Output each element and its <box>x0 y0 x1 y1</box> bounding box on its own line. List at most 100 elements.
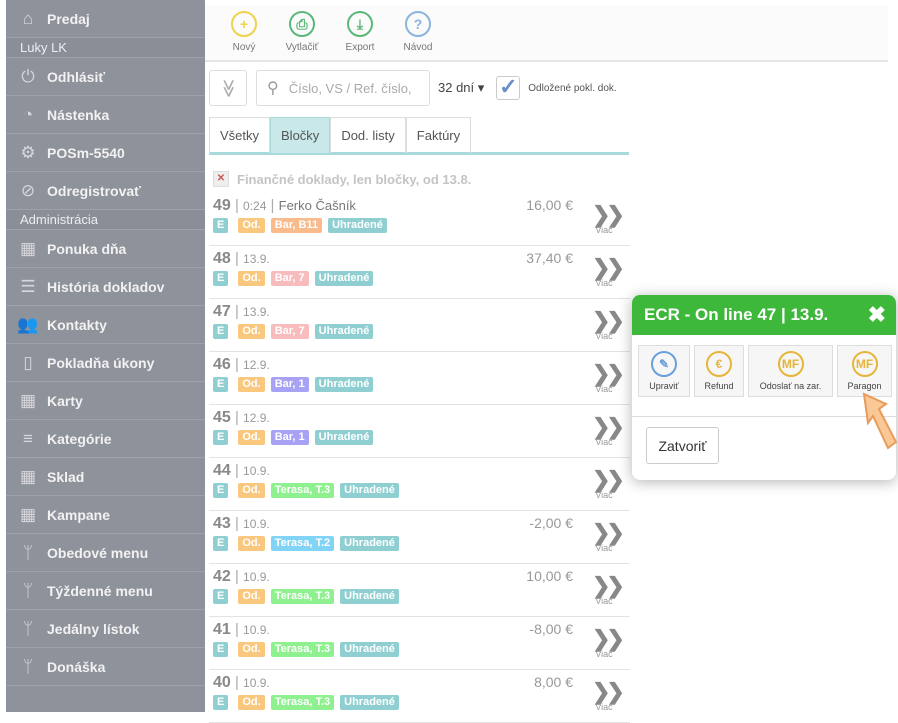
close-button[interactable]: Zatvoriť <box>646 427 719 464</box>
sidebar-item-obedove-menu[interactable]: ᛘ Obedové menu <box>6 534 205 572</box>
more-button[interactable]: ❯❯ Viac <box>592 310 625 342</box>
row-header: 45 | 12.9. <box>213 409 630 427</box>
sidebar-item-sklad[interactable]: ▦ Sklad <box>6 458 205 496</box>
modal-action-paragon[interactable]: MF Paragon <box>837 345 892 397</box>
table-row[interactable]: 49 | 0:24 | Ferko Čašník E Od. Bar, B11 Uhra… <box>209 193 630 246</box>
sidebar-item-ponuka-dna[interactable]: ▦ Ponuka dňa <box>6 230 205 268</box>
sidebar-item-jedalny-listok[interactable]: ᛘ Jedálny lístok <box>6 610 205 648</box>
tab-vsetky[interactable]: Všetky <box>209 117 271 153</box>
home-icon: ⌂ <box>22 8 34 28</box>
sidebar-item-label: Donáška <box>47 658 106 675</box>
more-button[interactable]: ❯❯ Viac <box>592 679 625 713</box>
table-row[interactable]: 43 | 10.9. E Od. Terasa, T.2 Uhradené -2,00 €… <box>209 511 630 564</box>
tab-blocky[interactable]: Bločky <box>270 117 331 153</box>
modal-actions: ✎ Upraviť € Refund MF Odoslať na zar. MF Parago… <box>632 335 896 417</box>
modal-action-label: Refund <box>704 381 734 391</box>
sidebar-item-tyzdenne-menu[interactable]: ᛘ Týždenné menu <box>6 572 205 610</box>
row-amount: -8,00 € <box>529 621 573 637</box>
row-date: 10.9. <box>243 623 270 637</box>
row-person: Ferko Čašník <box>278 198 356 213</box>
badge-od: Od. <box>238 377 265 392</box>
postponed-checkbox[interactable]: ✓ <box>496 76 521 100</box>
filter-clear-icon[interactable]: ✕ <box>213 171 229 187</box>
badge-od: Od. <box>238 271 265 286</box>
row-header: 44 | 10.9. <box>213 462 630 480</box>
more-button[interactable]: ❯❯ Viac <box>592 363 625 395</box>
more-button[interactable]: ❯❯ Viac <box>592 573 625 607</box>
more-button[interactable]: ❯❯ Viac <box>592 202 625 236</box>
tab-faktury[interactable]: Faktúry <box>405 117 472 153</box>
sidebar-item-kontakty[interactable]: 👥 Kontakty <box>6 306 205 344</box>
sidebar-item-label: Sklad <box>47 468 85 485</box>
table-row[interactable]: 41 | 10.9. E Od. Terasa, T.3 Uhradené -8,00 €… <box>209 617 630 670</box>
search-icon: ⚲ <box>267 80 279 97</box>
more-button[interactable]: ❯❯ Viac <box>592 257 625 289</box>
sidebar-item-kategorie[interactable]: ≡ Kategórie <box>6 420 205 458</box>
separator: | <box>266 197 279 214</box>
tree-icon: ≡ <box>23 428 33 448</box>
cutlery-icon: ᛘ <box>22 580 34 600</box>
printer-icon: ⎙ <box>289 11 315 37</box>
sidebar-item-label: Obedové menu <box>47 544 149 561</box>
sidebar-item-odregistrovat[interactable]: ⊘ Odregistrovať <box>6 172 205 210</box>
badge-paid: Uhradené <box>340 483 399 498</box>
badge-paid: Uhradené <box>340 536 399 551</box>
row-badges: E Od. Bar, B11 Uhradené <box>213 218 630 233</box>
gear-icon: ⚙ <box>20 142 36 162</box>
toolbar-vytlacit-button[interactable]: ⎙ Vytlačiť <box>273 5 331 60</box>
row-amount: 8,00 € <box>534 674 573 690</box>
search-input[interactable]: ⚲ Číslo, VS / Ref. číslo, <box>256 70 430 106</box>
sidebar-item-label: Odhlásiť <box>47 68 106 85</box>
sidebar-item-odhlasit[interactable]: ⏻ Odhlásiť <box>6 58 205 96</box>
badge-od: Od. <box>238 536 265 551</box>
row-amount: 10,00 € <box>526 568 573 584</box>
modal-action-upravit[interactable]: ✎ Upraviť <box>638 345 690 397</box>
table-row[interactable]: 45 | 12.9. E Od. Bar, 1 Uhradené ❯❯ Viac <box>209 405 630 458</box>
chevron-double-right-icon: ❯❯ <box>592 573 625 598</box>
row-header: 49 | 0:24 | Ferko Čašník <box>213 197 630 215</box>
table-row[interactable]: 44 | 10.9. E Od. Terasa, T.3 Uhradené ❯❯ Viac <box>209 458 630 511</box>
table-row[interactable]: 47 | 13.9. E Od. Bar, 7 Uhradené ❯❯ Viac <box>209 299 630 352</box>
toolbar-navod-button[interactable]: ? Návod <box>389 5 447 60</box>
sidebar-item-posm-5540[interactable]: ⚙ POSm-5540 <box>6 134 205 172</box>
sidebar-item-historia-dokladov[interactable]: ☰ História dokladov <box>6 268 205 306</box>
chevron-double-right-icon: ❯❯ <box>592 679 625 704</box>
days-select[interactable]: 32 dní ▾ <box>438 80 485 95</box>
row-date: 13.9. <box>243 305 270 319</box>
table-row[interactable]: 48 | 13.9. E Od. Bar, 7 Uhradené 37,40 € ❯❯ Via… <box>209 246 630 299</box>
modal-action-refund[interactable]: € Refund <box>694 345 744 397</box>
modal-action-odoslat-na-zar[interactable]: MF Odoslať na zar. <box>748 345 833 397</box>
badge-e: E <box>213 377 229 392</box>
more-button[interactable]: ❯❯ Viac <box>592 628 625 660</box>
row-date: 13.9. <box>243 252 270 266</box>
sidebar-item-label: Ponuka dňa <box>47 240 127 257</box>
sidebar-item-nastenka[interactable]: ◔ Nástenka <box>6 96 205 134</box>
row-date: 10.9. <box>243 570 270 584</box>
table-row[interactable]: 40 | 10.9. E Od. Terasa, T.3 Uhradené 8,00 € ❯… <box>209 670 630 723</box>
badge-table: Terasa, T.3 <box>270 589 335 604</box>
sidebar-item-kampane[interactable]: ▦ Kampane <box>6 496 205 534</box>
sidebar-item-karty[interactable]: ▦ Karty <box>6 382 205 420</box>
toolbar-novy-button[interactable]: + Nový <box>215 5 273 60</box>
tab-dod-listy[interactable]: Dod. listy <box>330 117 406 153</box>
more-button[interactable]: ❯❯ Viac <box>592 469 625 501</box>
more-label: Viac <box>595 702 613 712</box>
sidebar-item-donaska[interactable]: ᛘ Donáška <box>6 648 205 686</box>
filter-note: ✕ Finančné doklady, len bločky, od 13.8. <box>209 165 630 193</box>
badge-paid: Uhradené <box>314 324 374 339</box>
table-row[interactable]: 46 | 12.9. E Od. Bar, 1 Uhradené ❯❯ Viac <box>209 352 630 405</box>
expand-filters-button[interactable]: ≫ <box>209 70 247 106</box>
chevron-double-right-icon: ❯❯ <box>592 520 625 545</box>
sidebar-item-pokladna-ukony[interactable]: ▯ Pokladňa úkony <box>6 344 205 382</box>
close-icon[interactable]: ✖ <box>867 302 886 327</box>
row-number: 49 <box>213 197 231 214</box>
table-row[interactable]: 42 | 10.9. E Od. Terasa, T.3 Uhradené 10,00 €… <box>209 564 630 617</box>
toolbar-export-button[interactable]: ⤓ Export <box>331 5 389 60</box>
separator: | <box>230 621 244 638</box>
more-button[interactable]: ❯❯ Viac <box>592 416 625 448</box>
badge-od: Od. <box>238 695 265 710</box>
badge-table: Terasa, T.2 <box>270 536 335 551</box>
more-button[interactable]: ❯❯ Viac <box>592 520 625 554</box>
chevron-double-right-icon: ❯❯ <box>592 202 625 227</box>
sidebar-item-predaj[interactable]: ⌂ Predaj <box>6 0 205 38</box>
